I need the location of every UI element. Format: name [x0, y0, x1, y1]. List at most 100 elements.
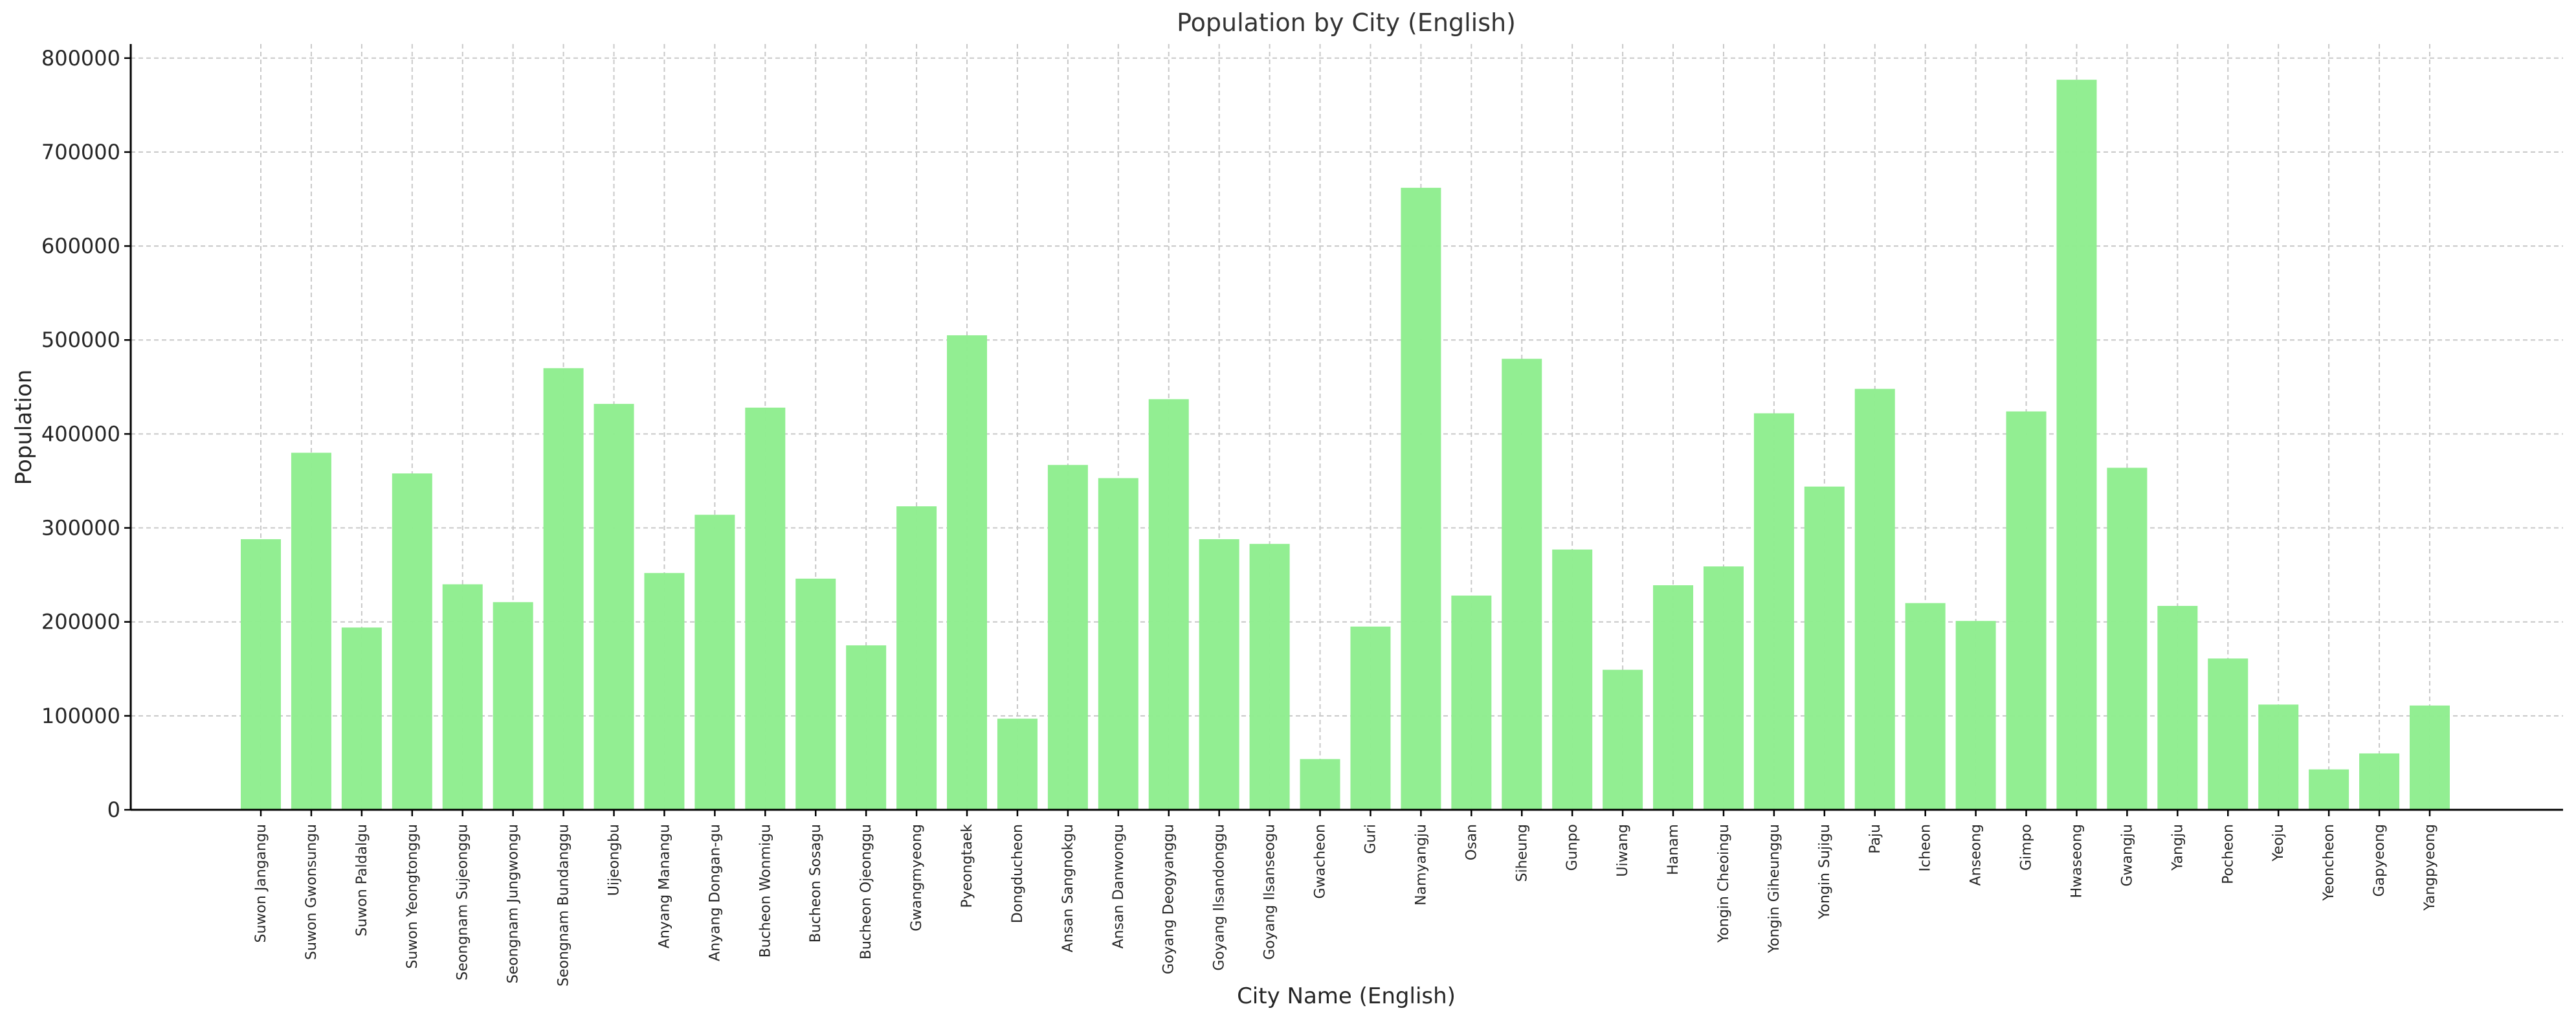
y-tick-label: 600000	[41, 234, 120, 258]
x-tick-label: Yeoju	[2271, 824, 2287, 862]
bar	[543, 368, 584, 810]
bar	[1350, 626, 1391, 810]
x-axis-label: City Name (English)	[1237, 983, 1456, 1009]
axes	[129, 44, 2563, 811]
bar	[1653, 585, 1694, 810]
bar	[2258, 704, 2299, 810]
bar	[694, 515, 735, 810]
y-tick-label: 100000	[41, 704, 120, 728]
x-tick-label: Gunpo	[1564, 824, 1581, 871]
x-tick-label: Yangpyeong	[2422, 824, 2438, 911]
bar	[442, 584, 483, 810]
bar	[1098, 478, 1138, 810]
bar	[947, 335, 988, 810]
bar	[1300, 759, 1340, 810]
x-tick-label: Hanam	[1665, 824, 1682, 875]
chart-title: Population by City (English)	[1177, 8, 1516, 37]
x-tick-label: Pocheon	[2220, 824, 2236, 884]
x-tick-label: Hwaseong	[2069, 824, 2085, 898]
bar	[1854, 388, 1895, 810]
x-tick-label: Dongducheon	[1010, 824, 1026, 923]
x-tick-label: Ansan Danwongu	[1111, 824, 1127, 949]
y-tick-label: 700000	[41, 140, 120, 164]
x-tick-label: Seongnam Sujeonggu	[455, 824, 471, 981]
x-tick-label: Namyangju	[1413, 824, 1429, 906]
y-tick-label: 300000	[41, 516, 120, 541]
x-tick-label: Bucheon Wonmigu	[757, 824, 773, 957]
x-tick-label: Osan	[1463, 824, 1480, 860]
bar	[1603, 669, 1643, 810]
bar	[2409, 705, 2450, 810]
x-tick-label: Anyang Dongan-gu	[707, 824, 723, 961]
bar	[1249, 544, 1290, 810]
bar	[291, 452, 331, 810]
x-tick-label: Uijeongbu	[606, 824, 623, 896]
bar	[846, 645, 887, 810]
x-tick-label: Yongin Giheunggu	[1766, 824, 1782, 954]
bar	[594, 403, 634, 810]
x-tick-label: Seongnam Jungwongu	[505, 824, 522, 983]
x-tick-label: Suwon Jangangu	[253, 824, 269, 943]
x-tick-label: Suwon Gwonsungu	[304, 824, 320, 960]
bar	[2359, 753, 2400, 810]
x-tick-label: Uiwang	[1615, 824, 1631, 877]
x-tick-label: Yongin Cheoingu	[1716, 824, 1732, 943]
bar	[392, 473, 432, 810]
x-tick-label: Anseong	[1968, 824, 1984, 886]
x-tick-label: Goyang Deogyanggu	[1161, 824, 1177, 974]
x-tick-label: Guri	[1362, 824, 1379, 854]
bar	[1148, 399, 1189, 810]
bar	[1804, 486, 1845, 810]
x-tick-label: Yangju	[2170, 824, 2186, 871]
bar	[997, 719, 1038, 810]
x-tick-label: Pyeongtaek	[959, 824, 975, 908]
bar	[2208, 658, 2248, 810]
bar	[1703, 566, 1744, 810]
x-tick-label: Bucheon Ojeonggu	[858, 824, 874, 959]
bar	[2107, 467, 2148, 810]
x-tick-label: Paju	[1867, 824, 1883, 854]
bar	[2056, 80, 2097, 810]
y-tick-label: 800000	[41, 46, 120, 71]
x-tick-label: Suwon Yeongtonggu	[405, 824, 421, 969]
x-tick-label: Bucheon Sosagu	[808, 824, 824, 942]
bar	[2006, 411, 2047, 810]
y-tick-label: 0	[107, 797, 120, 822]
bar	[2157, 606, 2198, 810]
bar	[1552, 549, 1593, 810]
bar	[644, 573, 685, 810]
x-tick-label: Goyang Ilsandonggu	[1212, 824, 1228, 971]
y-tick-label: 400000	[41, 421, 120, 446]
x-tick-label: Gwangmyeong	[909, 824, 925, 931]
bar	[1955, 621, 1996, 810]
x-tick-label: Gimpo	[2019, 824, 2035, 871]
x-ticks: Suwon Jangangu Suwon Gwonsungu Suwon Palda…	[253, 810, 2438, 987]
x-tick-label: Seongnam Bundanggu	[556, 824, 572, 987]
bar	[1502, 359, 1542, 810]
x-tick-label: Gwangju	[2119, 824, 2135, 887]
x-tick-label: Siheung	[1514, 824, 1530, 882]
x-tick-label: Goyang Ilsanseogu	[1262, 824, 1278, 960]
y-tick-label: 500000	[41, 328, 120, 352]
x-tick-label: Anyang Manangu	[656, 824, 672, 948]
x-tick-label: Icheon	[1918, 824, 1934, 871]
x-tick-label: Yeoncheon	[2321, 824, 2337, 901]
y-axis-label: Population	[11, 370, 37, 485]
bar	[493, 602, 533, 810]
x-tick-label: Gapyeong	[2371, 824, 2388, 897]
x-tick-label: Ansan Sangnokgu	[1060, 824, 1076, 952]
bar	[341, 627, 382, 810]
bars	[241, 80, 2450, 810]
bar	[1401, 188, 1441, 810]
bar	[1047, 465, 1088, 810]
bar	[896, 506, 937, 810]
bar	[1199, 539, 1239, 810]
y-ticks: 0 100000 200000 300000 400000 500000 600000 700…	[41, 46, 131, 822]
x-tick-label: Gwacheon	[1313, 824, 1329, 899]
bar	[1905, 603, 1946, 810]
bar	[795, 578, 836, 810]
x-tick-label: Suwon Paldalgu	[354, 824, 370, 937]
y-tick-label: 200000	[41, 610, 120, 634]
